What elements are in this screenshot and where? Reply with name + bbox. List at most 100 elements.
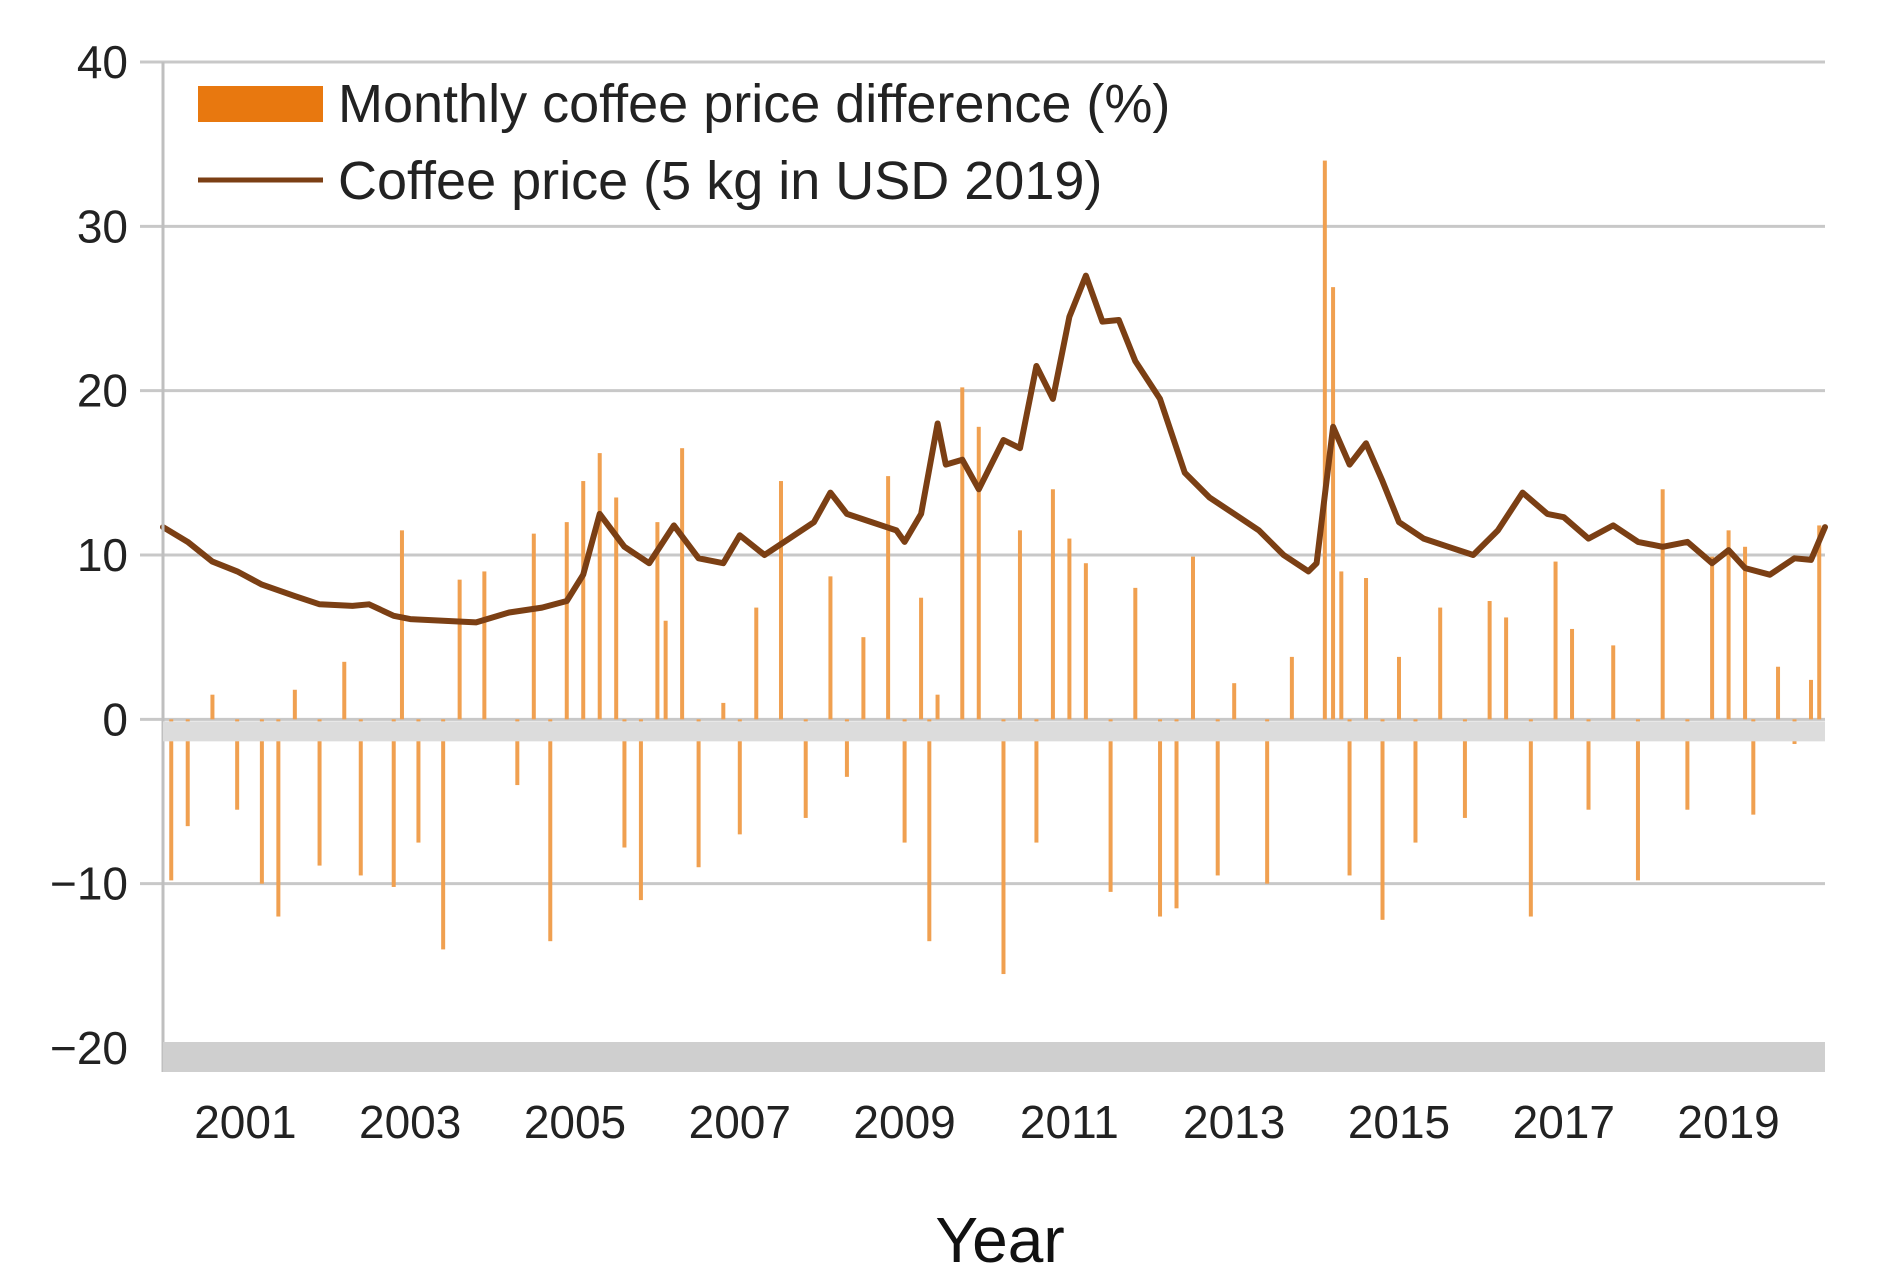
bar xyxy=(1528,719,1533,917)
y-tick-label: 20 xyxy=(77,365,128,417)
bar xyxy=(1133,587,1138,720)
x-tick-label: 2015 xyxy=(1348,1096,1450,1148)
bar xyxy=(1570,628,1575,720)
bar xyxy=(778,481,783,720)
bar xyxy=(1438,607,1443,720)
bar xyxy=(1504,617,1509,720)
bar xyxy=(828,576,833,720)
bar xyxy=(1413,719,1418,843)
x-tick-label: 2013 xyxy=(1183,1096,1285,1148)
x-tick-label: 2017 xyxy=(1513,1096,1615,1148)
bar xyxy=(1108,719,1113,892)
bar xyxy=(960,387,965,720)
gridlines xyxy=(140,60,1825,886)
x-tick-label: 2003 xyxy=(359,1096,461,1148)
bar xyxy=(292,689,297,720)
legend-line-label: Coffee price (5 kg in USD 2019) xyxy=(338,151,1102,211)
bar xyxy=(358,719,363,876)
bar xyxy=(680,448,685,720)
bar xyxy=(935,694,940,720)
bar xyxy=(548,719,553,942)
coffee-price-line xyxy=(160,272,1828,626)
bar xyxy=(235,719,240,810)
bar xyxy=(169,719,174,881)
tick-labels: 40 30 20 10 0 −10 −20 2001 2003 2005 2007 2009 2011 2… xyxy=(50,36,1780,1148)
bar xyxy=(721,702,726,720)
y-tick-label: 0 xyxy=(102,693,128,745)
bar xyxy=(1158,719,1163,917)
bar xyxy=(564,522,569,720)
bar xyxy=(1083,563,1088,720)
x-tick-label: 2001 xyxy=(194,1096,296,1148)
bar xyxy=(482,571,487,720)
x-tick-label: 2009 xyxy=(853,1096,955,1148)
bar xyxy=(1660,489,1665,720)
bar xyxy=(1710,556,1715,720)
bar xyxy=(1289,656,1294,720)
bar xyxy=(803,719,808,818)
bar xyxy=(1586,719,1591,810)
bar xyxy=(185,719,190,827)
bar xyxy=(902,719,907,843)
bar xyxy=(754,607,759,720)
bar xyxy=(655,522,660,720)
bar xyxy=(276,719,281,917)
y-tick-label: 40 xyxy=(77,36,128,88)
bar-series xyxy=(169,160,1822,975)
bar xyxy=(927,719,932,942)
legend-bar-swatch xyxy=(198,86,323,122)
bar xyxy=(844,719,849,777)
bar xyxy=(638,719,643,901)
legend: Monthly coffee price difference (%) Coff… xyxy=(198,74,1170,211)
bar xyxy=(399,530,404,720)
legend-bar-label: Monthly coffee price difference (%) xyxy=(338,74,1170,134)
x-tick-label: 2005 xyxy=(524,1096,626,1148)
y-tick-label: −20 xyxy=(50,1022,128,1074)
y-tick-label: 10 xyxy=(77,529,128,581)
bar xyxy=(1215,719,1220,876)
bar xyxy=(259,719,264,884)
bar xyxy=(1751,719,1756,815)
bar xyxy=(317,719,322,866)
bar xyxy=(1067,538,1072,720)
bar xyxy=(457,579,462,720)
bar xyxy=(1462,719,1467,818)
bar xyxy=(976,426,981,720)
bar xyxy=(441,719,446,950)
bar xyxy=(1190,556,1195,720)
bar xyxy=(531,533,536,720)
bar xyxy=(1380,719,1385,920)
bar xyxy=(1347,719,1352,876)
bar xyxy=(1174,719,1179,909)
bar xyxy=(1322,160,1327,720)
bar xyxy=(1265,719,1270,884)
bar xyxy=(1017,530,1022,720)
bar xyxy=(1050,489,1055,720)
x-tick-label: 2007 xyxy=(689,1096,791,1148)
bar xyxy=(919,597,924,720)
bar xyxy=(416,719,421,843)
bar xyxy=(1487,601,1492,720)
bar xyxy=(1232,683,1237,720)
bar xyxy=(1726,530,1731,720)
x-tick-label: 2011 xyxy=(1020,1096,1119,1148)
bar xyxy=(1808,679,1813,720)
bar xyxy=(861,637,866,720)
y-tick-label: 30 xyxy=(77,200,128,252)
bar xyxy=(614,497,619,720)
bar xyxy=(1685,719,1690,810)
bar xyxy=(1034,719,1039,843)
axes xyxy=(161,62,1825,1072)
bar xyxy=(210,694,215,720)
x-axis-monthly-ticks xyxy=(163,1042,1825,1072)
y-tick-label: −10 xyxy=(50,858,128,910)
bar xyxy=(1331,287,1336,720)
bar xyxy=(696,719,701,868)
x-axis-title: Year xyxy=(935,1204,1064,1276)
x-tick-label: 2019 xyxy=(1677,1096,1779,1148)
zero-baseline-ticks xyxy=(163,721,1825,742)
bar xyxy=(391,719,396,887)
bar xyxy=(1776,666,1781,720)
